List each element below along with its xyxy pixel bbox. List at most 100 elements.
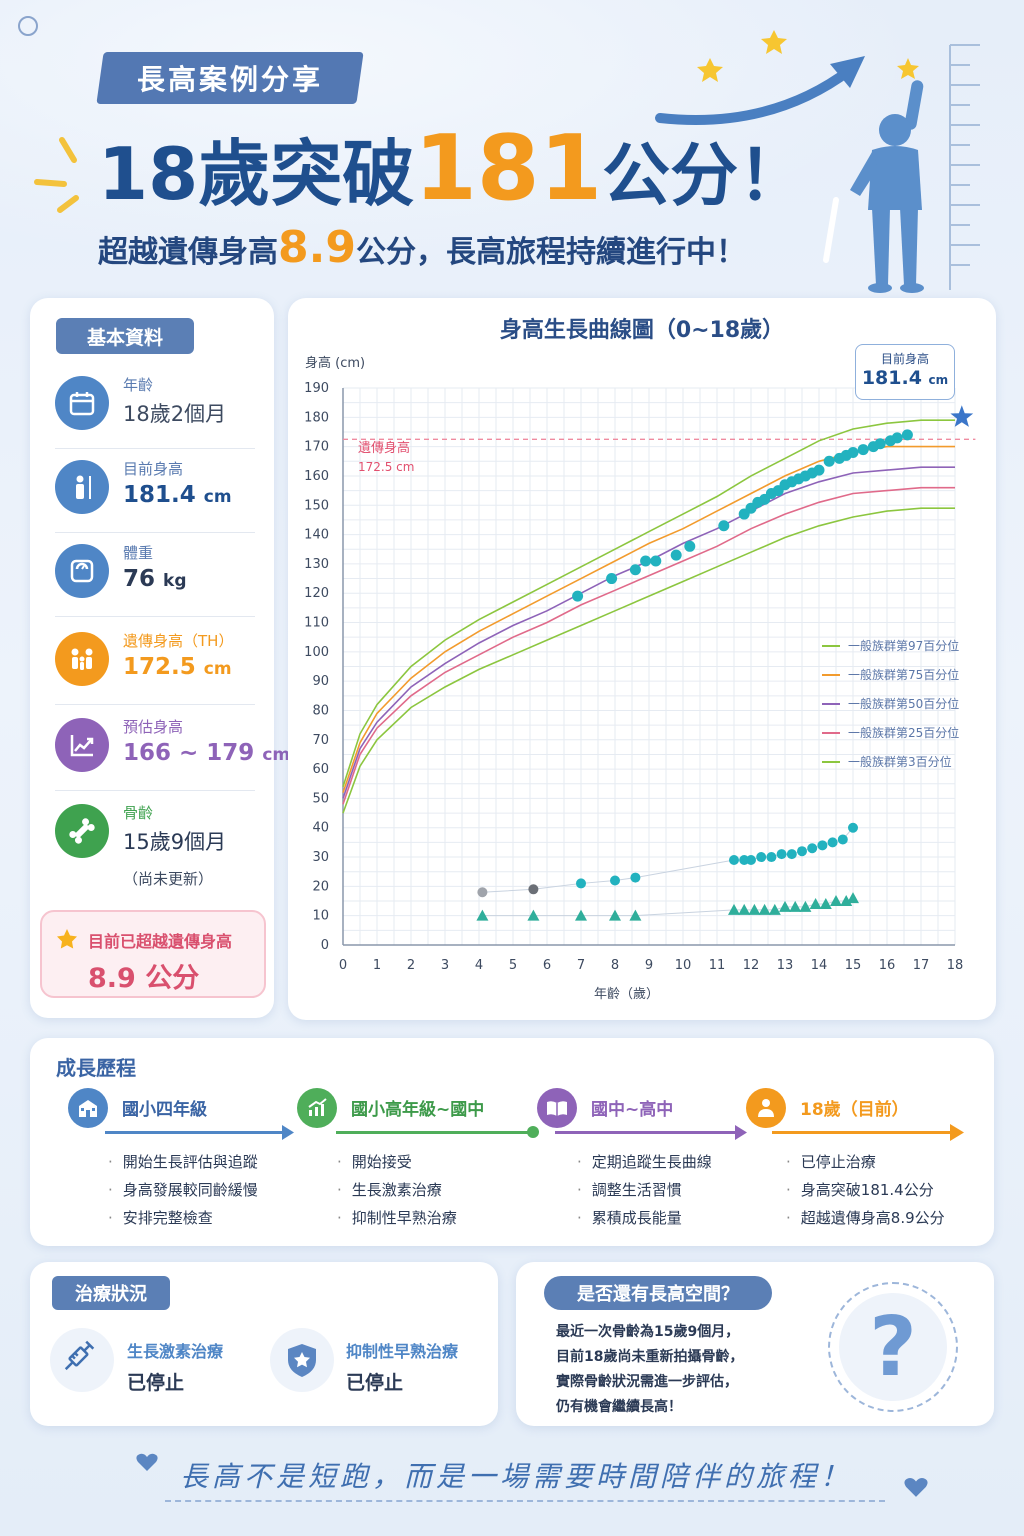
- title-part1: 18歲突破: [98, 132, 415, 216]
- x-tick-label: 9: [645, 958, 653, 973]
- growth-room-line: 最近一次骨齡為15歲9個月，: [556, 1324, 740, 1340]
- bone-age-point: [817, 840, 828, 851]
- list-item: 開始生長評估與追蹤: [108, 1148, 258, 1176]
- x-tick-label: 14: [811, 958, 828, 973]
- exceed-label: 目前已超越遺傳身高: [88, 932, 233, 951]
- growth-room-line: 目前18歲尚未重新拍攝骨齡，: [556, 1349, 744, 1365]
- stage-4-list: 已停止治療 身高突破181.4公分 超越遺傳身高8.9公分: [786, 1148, 945, 1232]
- growth-rate-point: [789, 900, 802, 912]
- bone-age-point: [746, 854, 756, 865]
- legend-swatch: [822, 702, 840, 705]
- legend-swatch: [822, 731, 840, 734]
- legend-swatch: [822, 673, 840, 676]
- chart-y-label: 身高 (cm): [305, 356, 366, 371]
- bone-age-point: [729, 854, 739, 865]
- stage-2-title: 國小高年級~國中: [351, 1100, 485, 1120]
- x-tick-label: 12: [743, 958, 760, 973]
- predicted-height-unit: cm: [262, 745, 291, 765]
- growth-rate-point: [575, 909, 587, 921]
- heart-icon: [136, 1453, 158, 1471]
- growth-rate-point: [809, 897, 822, 909]
- timeline-arrow-4: [772, 1131, 952, 1134]
- x-tick-label: 18: [947, 958, 964, 973]
- info-weight: 體重 76 kg: [55, 536, 255, 620]
- height-point: [823, 455, 835, 467]
- growth-rate-point: [799, 900, 812, 912]
- boy-silhouette-icon: [850, 80, 924, 293]
- bone-icon: [55, 804, 109, 858]
- percentile-curve-3: [342, 486, 955, 805]
- height-point: [640, 555, 652, 567]
- scale-icon: [55, 544, 109, 598]
- predicted-height-value: 166 ~ 179 cm: [123, 740, 290, 766]
- bone-age-point: [756, 852, 767, 863]
- list-item: 累積成長能量: [577, 1204, 712, 1232]
- gh-treatment-status: 已停止: [127, 1372, 185, 1394]
- stage-1-title: 國小四年級: [122, 1100, 207, 1120]
- bone-age-point: [786, 849, 797, 860]
- timeline-title: 成長歷程: [56, 1056, 136, 1080]
- list-item: 超越遺傳身高8.9公分: [786, 1204, 945, 1232]
- x-tick-label: 17: [913, 958, 930, 973]
- height-point: [874, 438, 886, 450]
- height-point: [629, 564, 641, 576]
- stage-2-list: 開始接受 生長激素治療 抑制性早熟治療: [337, 1148, 457, 1232]
- y-tick-label: 120: [304, 586, 329, 601]
- stage-1-list: 開始生長評估與追蹤 身高發展較同齡緩慢 安排完整檢查: [108, 1148, 258, 1232]
- height-point: [813, 464, 825, 476]
- x-tick-label: 8: [611, 958, 619, 973]
- x-tick-label: 0: [339, 958, 347, 973]
- bone-age-note: （尚未更新）: [123, 870, 214, 888]
- chart-x-label: 年齡（歲）: [594, 987, 660, 1002]
- weight-label: 體重: [123, 544, 154, 562]
- x-tick-label: 2: [407, 958, 415, 973]
- growth-rate-point: [830, 895, 842, 907]
- y-tick-label: 110: [304, 616, 329, 631]
- puberty-treatment-label: 抑制性早熟治療: [346, 1342, 459, 1361]
- x-tick-label: 5: [509, 958, 517, 973]
- y-tick-label: 180: [304, 410, 329, 425]
- heart-icon: [904, 1478, 928, 1497]
- footer-slogan: 長高不是短跑，而是一場需要時間陪伴的旅程！: [180, 1460, 853, 1493]
- bone-age-point: [837, 834, 848, 845]
- growth-rate-point: [609, 909, 621, 921]
- height-point: [572, 590, 584, 602]
- current-height-value: 181.4 cm: [123, 482, 232, 508]
- y-tick-label: 140: [304, 528, 329, 543]
- growth-rate-point: [768, 903, 781, 915]
- current-height-number: 181.4: [123, 482, 196, 508]
- growth-arrow-icon: [655, 56, 865, 125]
- subtitle-highlight: 8.9: [278, 222, 356, 273]
- trend-chart-icon: [55, 718, 109, 772]
- growth-rate-point: [758, 903, 771, 915]
- divider: [55, 448, 255, 449]
- star-icon: [697, 30, 919, 82]
- x-tick-label: 16: [879, 958, 896, 973]
- height-point: [718, 520, 730, 532]
- y-tick-label: 0: [321, 938, 329, 953]
- legend-p50-label: 一般族群第50百分位: [848, 697, 960, 711]
- title-part2: 公分！: [602, 137, 807, 216]
- x-tick-label: 11: [709, 958, 726, 973]
- timeline-arrow-3: [555, 1131, 740, 1134]
- bone-age-point: [766, 852, 777, 863]
- x-tick-label: 6: [543, 958, 551, 973]
- book-icon: [537, 1088, 577, 1128]
- target-line-value: 172.5 cm: [358, 460, 415, 474]
- weight-number: 76: [123, 566, 156, 592]
- height-point: [847, 446, 859, 458]
- growth-rate-point: [728, 903, 740, 915]
- exclamation-icon: [823, 197, 839, 263]
- divider: [55, 532, 255, 533]
- treatment-title: 治療狀況: [52, 1276, 170, 1310]
- x-tick-label: 15: [845, 958, 862, 973]
- growth-rate-point: [738, 903, 751, 915]
- current-callout-number: 181.4: [861, 367, 922, 389]
- x-tick-label: 10: [675, 958, 692, 973]
- bone-age-value: 15歲9個月: [123, 826, 226, 856]
- growth-room-line: 仍有機會繼續長高！: [556, 1399, 682, 1415]
- list-item: 安排完整檢查: [108, 1204, 258, 1232]
- family-icon: [55, 632, 109, 686]
- growth-rate-point: [748, 903, 761, 915]
- bone-age-point: [807, 843, 818, 854]
